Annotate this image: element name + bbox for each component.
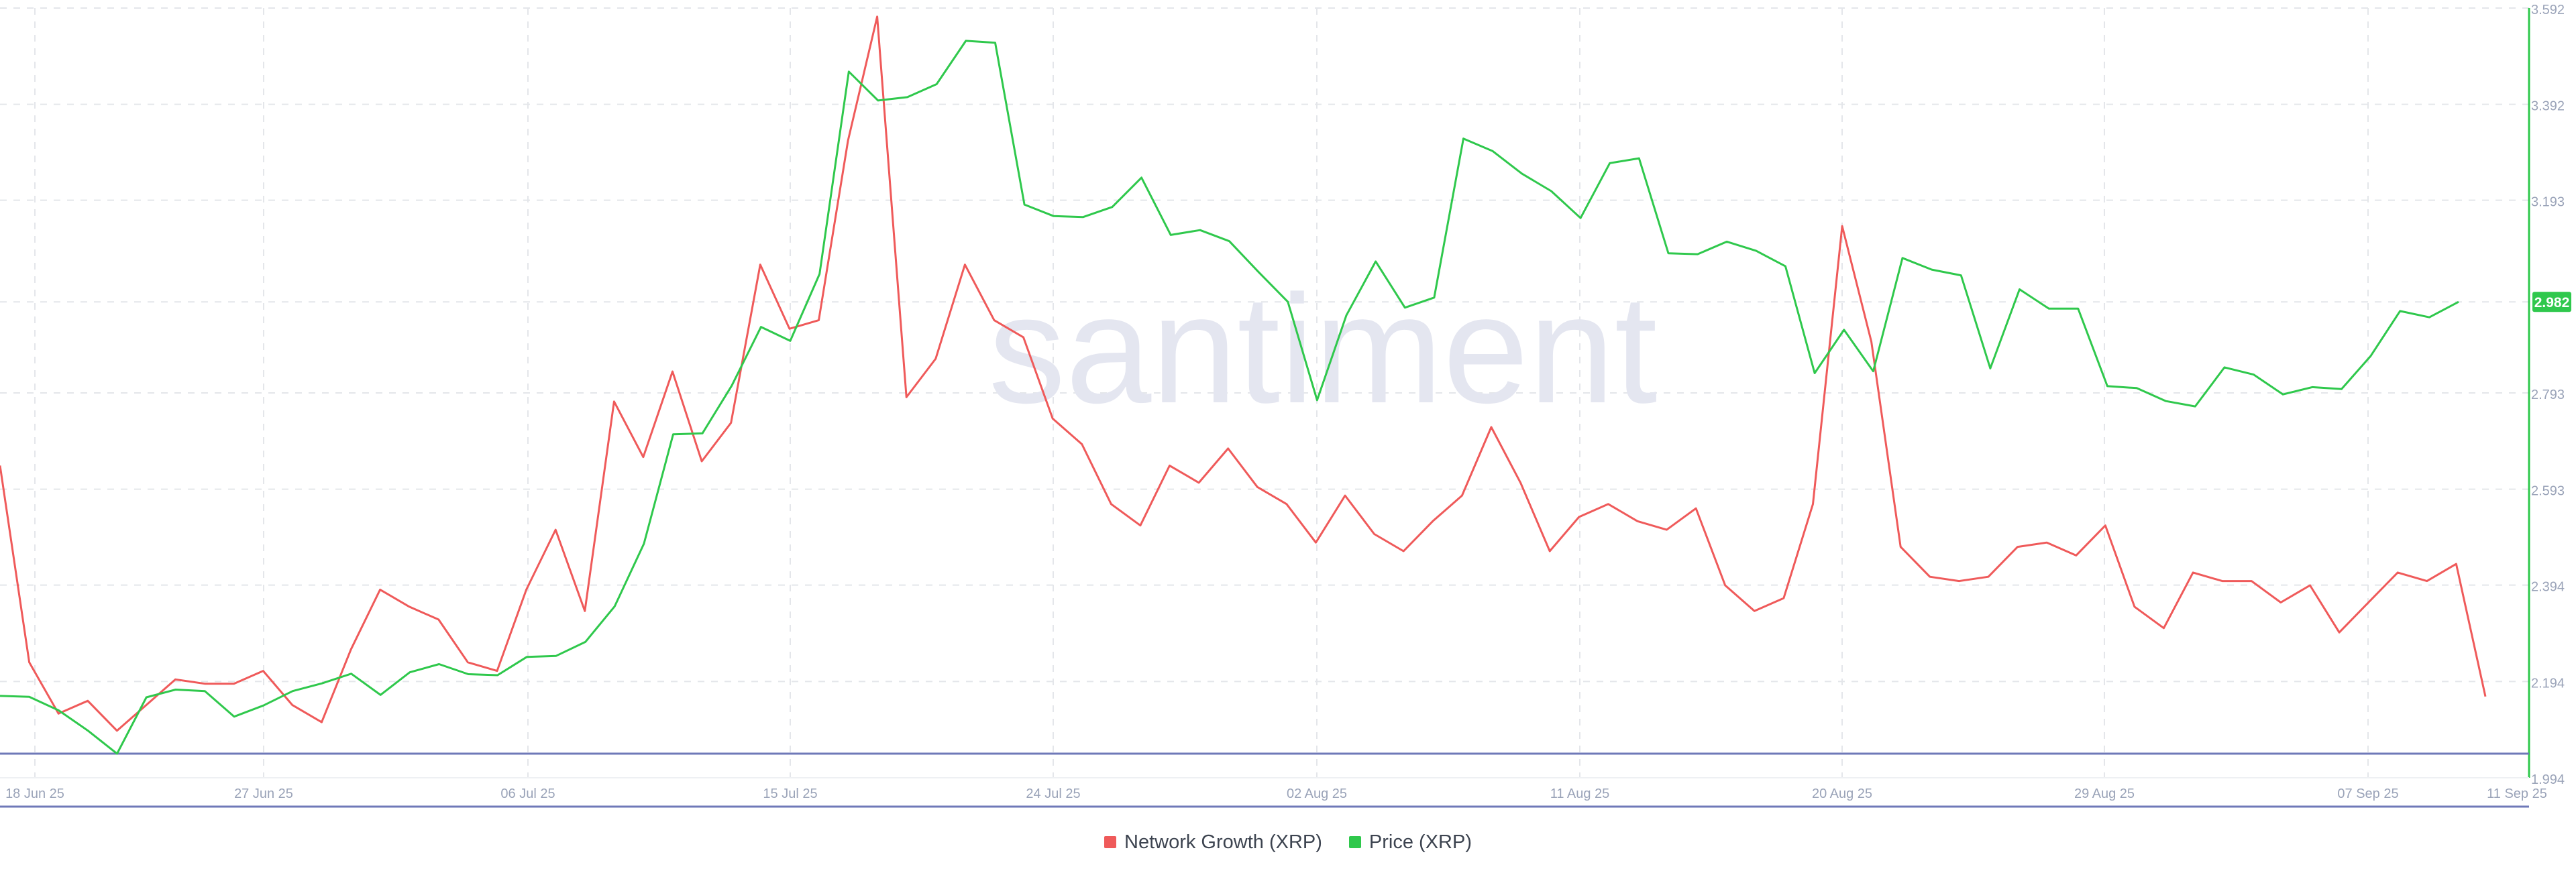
legend-item-network-growth[interactable]: Network Growth (XRP)	[1104, 831, 1322, 854]
x-tick-label: 07 Sep 25	[2337, 786, 2398, 801]
current-price-label: 2.982	[2534, 295, 2570, 310]
grid-lines	[0, 7, 2529, 778]
price-line	[0, 40, 2459, 755]
chart-legend: Network Growth (XRP) Price (XRP)	[0, 829, 2576, 856]
x-tick-label: 11 Aug 25	[1550, 786, 1610, 801]
legend-item-price[interactable]: Price (XRP)	[1348, 831, 1472, 854]
price-swatch-icon	[1348, 836, 1361, 848]
network-growth-line	[0, 15, 2487, 732]
y-tick-label: 3.392	[2531, 99, 2565, 114]
x-tick-label: 20 Aug 25	[1812, 786, 1872, 801]
legend-label-price: Price (XRP)	[1368, 831, 1472, 853]
network-growth-swatch-icon	[1104, 836, 1117, 848]
y-tick-label: 2.593	[2531, 484, 2565, 499]
y-tick-label: 2.793	[2531, 388, 2565, 402]
x-tick-label: 11 Sep 25	[2487, 786, 2547, 801]
x-tick-label: 27 Jun 25	[234, 786, 293, 801]
axes: 1.994 2.194 2.394 2.593 2.793 3.193 3.392 3.592…	[0, 3, 2571, 808]
y-tick-label: 1.994	[2531, 772, 2565, 787]
y-tick-label: 3.592	[2531, 3, 2565, 17]
x-tick-label: 24 Jul 25	[1026, 786, 1080, 801]
current-price-tag	[2532, 292, 2571, 312]
x-tick-label: 15 Jul 25	[763, 786, 817, 801]
x-tick-label: 29 Aug 25	[2074, 786, 2135, 801]
legend-label-network-growth: Network Growth (XRP)	[1124, 831, 1322, 853]
x-tick-label: 02 Aug 25	[1287, 786, 1347, 801]
series-lines	[0, 15, 2487, 755]
y-tick-label: 2.394	[2531, 580, 2565, 595]
y-tick-label: 2.194	[2531, 676, 2565, 691]
x-tick-label: 06 Jul 25	[500, 786, 555, 801]
y-tick-label: 3.193	[2531, 195, 2565, 210]
watermark: santiment	[988, 263, 1657, 435]
x-tick-label: 18 Jun 25	[5, 786, 64, 801]
